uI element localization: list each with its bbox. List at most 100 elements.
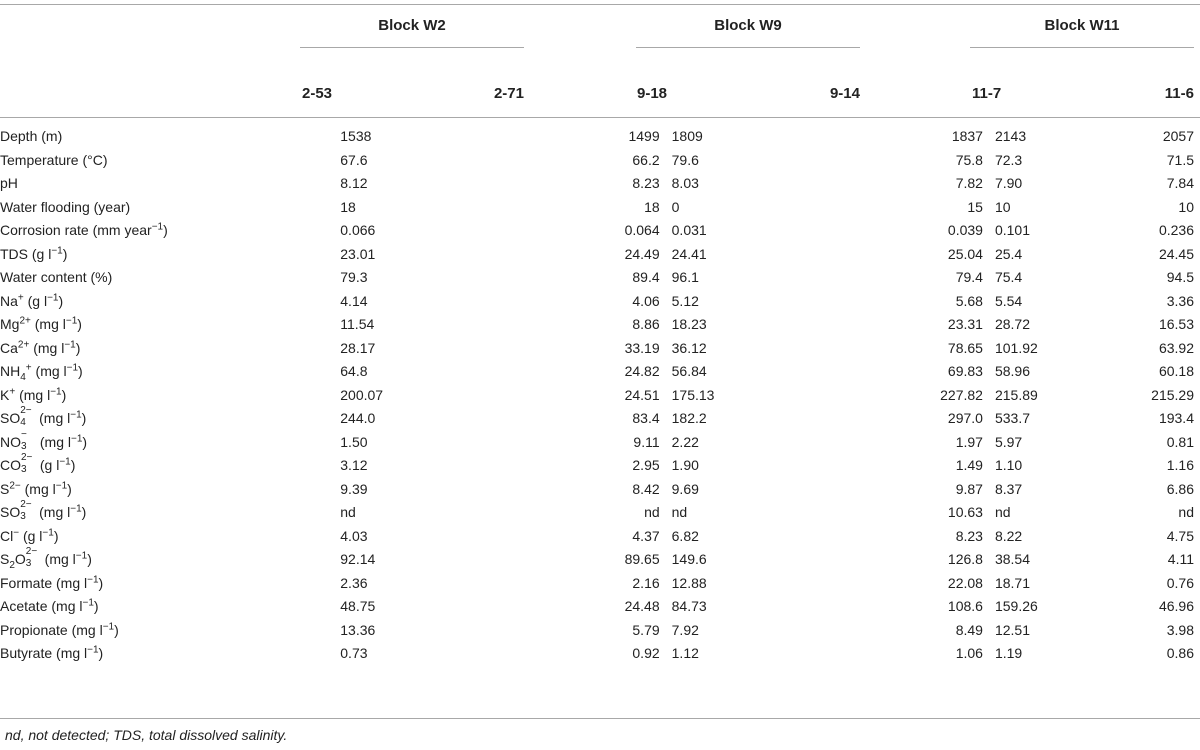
spacer-cell [283,454,328,478]
value-cell: 7.90 [994,175,1023,191]
param-text: − [13,526,20,538]
value-cell: 63.92 [1158,339,1194,356]
value-cell: 7.84 [1166,175,1194,191]
param-text: Corrosion rate (mm year [0,222,152,238]
spacer-cell [283,337,328,361]
col-head-2-71: 2-71 [493,85,524,102]
value-cell: 0.73 [340,645,368,661]
value-cell: 96.1 [671,269,699,285]
value-cell: 1499 [628,128,660,144]
value-cell: 5.12 [671,292,699,309]
value-cell: 38.54 [994,551,1031,567]
value-cell: 1.12 [671,645,699,661]
value-cell: 4.11 [1167,551,1194,567]
param-text: −1 [151,221,164,233]
row-parameter: Water content (%) [0,266,283,290]
param-text: 3 [21,464,27,476]
value-cell: 92.14 [340,551,376,567]
value-cell: 1837 [951,128,983,144]
param-text: ) [163,222,168,238]
value-cell: 244.0 [340,410,376,426]
value-cell: 9.39 [340,480,368,497]
charge-stack: −3 [21,429,36,451]
row-parameter: CO 2− 3 (g l−1) [0,453,283,478]
param-text: CO [0,457,21,473]
param-text: + [17,291,24,303]
value-cell: 24.51 [624,386,660,403]
table-row: SO 2− 3 (mg l−1) nd nd nd 10.63 nd nd [0,500,1200,525]
value-cell: 0.236 [1158,222,1194,238]
value-cell: 227.82 [940,386,983,403]
group-label-w9: Block W9 [714,17,782,34]
value-cell: 24.48 [624,598,660,614]
col-head-11-7: 11-7 [972,85,1002,102]
value-cell: 4.14 [340,292,368,309]
row-parameter: Water flooding (year) [0,196,283,220]
value-cell: 5.79 [632,621,660,638]
value-cell: 2.22 [671,433,699,450]
spacer-cell [283,595,328,619]
value-cell: 8.12 [340,175,368,191]
value-cell: 10 [994,198,1011,215]
value-cell: 9.87 [955,480,983,497]
value-cell: 0.066 [340,222,376,238]
table-row: Na+ (g l−1) 4.14 4.06 5.12 5.68 5.54 3.36 [0,290,1200,314]
group-label-w11: Block W11 [1044,17,1120,34]
param-text: 4 [20,371,26,383]
value-cell: 3.12 [340,457,368,473]
row-parameter: Mg2+ (mg l−1) [0,313,283,337]
value-cell: nd [340,504,356,520]
spacer-cell [283,501,328,525]
param-text: 2− [25,546,38,558]
charge-stack: 2− 3 [26,547,41,569]
row-parameter: TDS (g l−1) [0,243,283,267]
param-text: 4 [20,417,26,429]
param-text: (mg l [40,551,76,567]
param-text: NH [0,363,21,379]
value-cell: 2057 [1162,128,1194,144]
value-cell: 4.75 [1166,527,1194,544]
table-row: TDS (g l−1) 23.01 24.49 24.41 25.04 25.4 24.45 [0,243,1200,267]
table-row: S2− (mg l−1) 9.39 8.42 9.69 9.87 8.37 6.86 [0,478,1200,502]
value-cell: 56.84 [671,363,707,379]
param-text: O [14,551,26,567]
table-row: NO −3 (mg l−1) 1.50 9.11 2.22 1.97 5.97 0.81 [0,429,1200,455]
param-text: ) [98,645,104,661]
table-row: S2O 2− 3 (mg l−1) 92.14 89.65 149.6 126.8 38.54… [0,547,1200,572]
spacer-cell [283,478,328,502]
spacer-cell [283,313,328,337]
row-parameter: Acetate (mg l−1) [0,595,283,619]
param-text: ) [93,598,99,614]
value-cell: 75.8 [955,151,983,168]
top-rule [0,4,1200,5]
value-cell: 533.7 [994,410,1031,426]
value-cell: 18 [340,198,356,215]
table-row: Propionate (mg l−1) 13.36 5.79 7.92 8.49 12.5… [0,619,1200,643]
row-parameter: pH [0,172,283,196]
param-text: ) [67,480,72,497]
param-text: (mg l [31,363,67,379]
param-text: ) [70,457,76,473]
value-cell: 8.03 [671,175,699,191]
value-cell: 7.92 [671,621,699,638]
row-parameter: Ca2+ (mg l−1) [0,337,283,361]
value-cell: 89.4 [632,269,660,285]
param-text: ) [81,504,87,520]
param-text: S [0,480,10,497]
col-head-11-6: 11-6 [1164,85,1194,102]
row-parameter: SO 2− 4 (mg l−1) [0,405,283,431]
value-cell: 89.65 [624,551,660,567]
param-text: Na [0,292,18,309]
spacer-cell [283,384,328,408]
value-cell: nd [1178,504,1194,520]
param-text: −1 [59,456,71,468]
value-cell: 297.0 [947,410,983,426]
value-cell: 1809 [671,128,703,144]
param-text: 2− [20,405,32,417]
param-text: Mg [0,316,20,332]
param-text: 2 [9,559,15,571]
table-row: Formate (mg l−1) 2.36 2.16 12.88 22.08 18.71 0… [0,572,1200,596]
row-parameter: Corrosion rate (mm year−1) [0,219,283,243]
value-cell: 0.101 [994,222,1031,238]
